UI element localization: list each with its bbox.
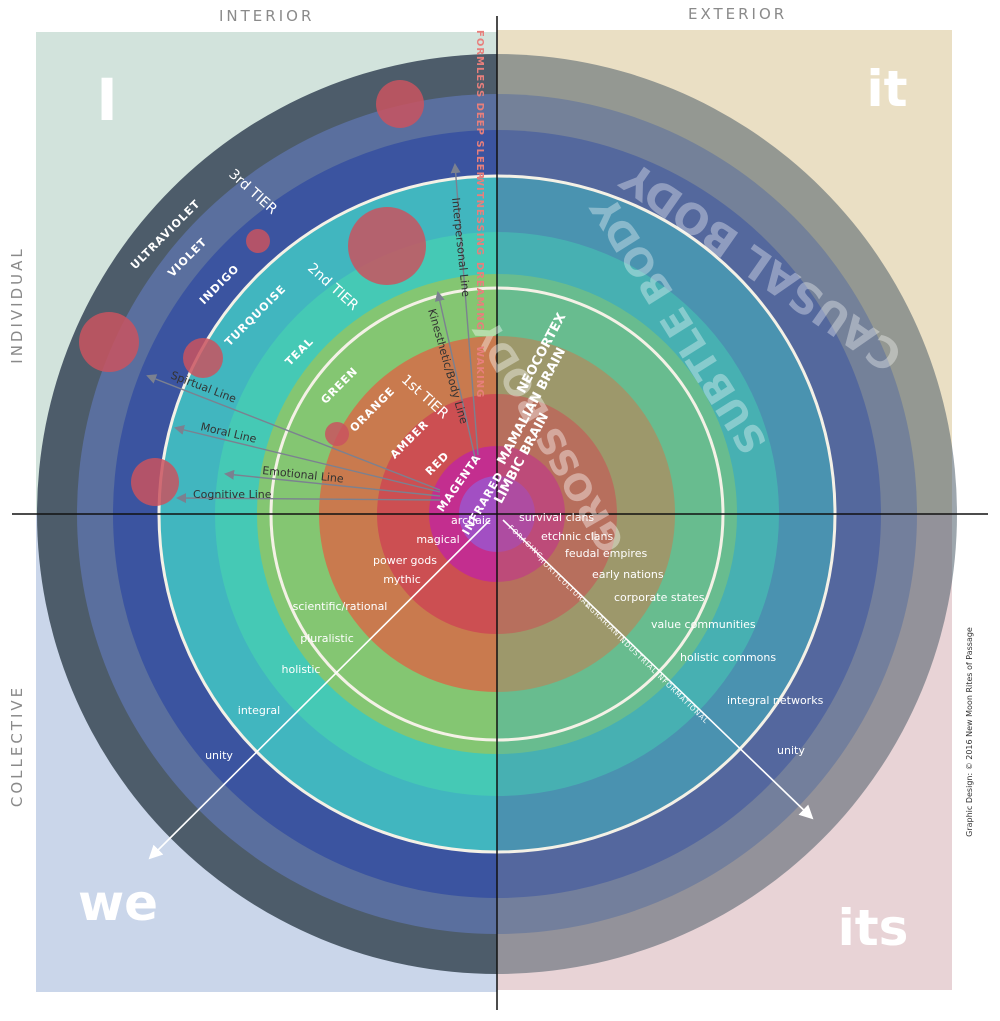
system-survival-clans: survival clans xyxy=(519,511,594,524)
worldview-power-gods: power gods xyxy=(373,554,437,567)
state-witnessing: WITNESSING xyxy=(474,175,485,256)
worldview-integral: integral xyxy=(238,704,280,717)
state-formless-deep-sleep: FORMLESS DEEP SLEEP xyxy=(474,30,485,180)
interpersonal-line-arrow xyxy=(450,163,479,456)
quadrant-label-we: we xyxy=(78,874,158,932)
worldview-holistic: holistic xyxy=(282,663,321,676)
system-feudal-empires: feudal empires xyxy=(565,547,647,560)
state-dreaming: DREAMING xyxy=(474,262,485,331)
worldview-scientific-rational: scientific/rational xyxy=(293,600,388,613)
system-etchnic-clans: etchnic clans xyxy=(541,530,613,543)
system-value-communities: value communities xyxy=(651,618,756,631)
ul-dot xyxy=(325,422,349,446)
ul-dot xyxy=(376,80,424,128)
ul-dot xyxy=(246,229,270,253)
ul-dot xyxy=(348,207,426,285)
header-interior: INTERIOR xyxy=(219,7,315,25)
cognitive-line-arrow xyxy=(176,493,441,504)
worldview-archaic: archaic xyxy=(451,514,491,527)
emotional-line-arrow xyxy=(224,469,441,497)
worldview-unity: unity xyxy=(205,749,233,762)
header-collective: COLLECTIVE xyxy=(8,685,26,807)
quadrant-label-i: I xyxy=(96,66,118,134)
quadrant-label-it: it xyxy=(866,60,907,118)
ul-dot xyxy=(79,312,139,372)
system-integral-networks: integral networks xyxy=(727,694,824,707)
header-individual: INDIVIDUAL xyxy=(8,246,26,363)
ul-dot xyxy=(131,458,179,506)
cognitive-line-label: Cognitive Line xyxy=(193,488,272,501)
system-unity: unity xyxy=(777,744,805,757)
ll-arrow xyxy=(148,519,491,860)
kinesthetic-line-arrow xyxy=(434,291,477,463)
state-waking: WAKING xyxy=(474,346,485,398)
credit-text: Graphic Design: © 2016 New Moon Rites of… xyxy=(965,627,974,837)
spiritual-line-arrow xyxy=(146,374,441,491)
ul-dot xyxy=(183,338,223,378)
system-holistic-commons: holistic commons xyxy=(680,651,776,664)
worldview-pluralistic: pluralistic xyxy=(300,632,354,645)
moral-line-arrow xyxy=(174,425,441,493)
worldview-mythic: mythic xyxy=(383,573,421,586)
system-early-nations: early nations xyxy=(592,568,664,581)
header-exterior: EXTERIOR xyxy=(688,5,788,23)
worldview-magical: magical xyxy=(416,533,459,546)
quadrant-label-its: its xyxy=(838,899,909,957)
system-corporate-states: corporate states xyxy=(614,591,705,604)
lr-arrow xyxy=(502,519,814,820)
